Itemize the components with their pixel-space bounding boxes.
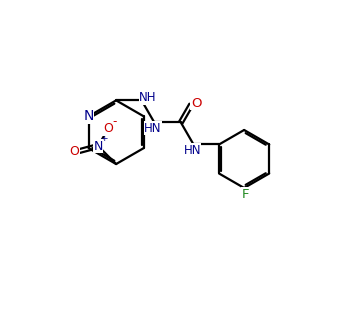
Text: F: F — [242, 188, 250, 201]
Text: NH: NH — [139, 91, 157, 104]
Text: O: O — [69, 144, 79, 158]
Text: N: N — [93, 140, 103, 152]
Text: HN: HN — [183, 143, 201, 157]
Text: N: N — [83, 109, 94, 123]
Text: HN: HN — [144, 122, 162, 134]
Text: -: - — [112, 115, 116, 128]
Text: O: O — [191, 97, 201, 110]
Text: +: + — [100, 134, 108, 143]
Text: O: O — [103, 122, 113, 135]
